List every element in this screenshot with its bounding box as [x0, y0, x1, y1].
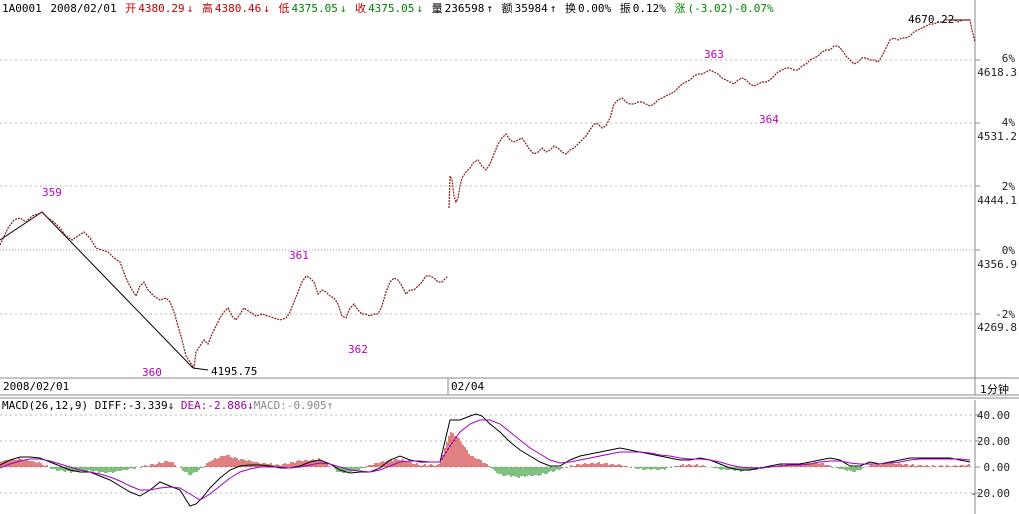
dea-label: DEA:: [180, 399, 208, 412]
close-value: 4375.05: [368, 2, 415, 15]
volume-value: 236598: [444, 2, 485, 15]
high-value: 4380.46: [214, 2, 262, 15]
macd-axis-label: -20.00: [970, 487, 1010, 500]
low-value: 4375.05: [291, 2, 338, 15]
wave-label: 362: [348, 343, 368, 356]
amount-label: 额: [501, 2, 513, 15]
security-code: 1A0001: [2, 2, 42, 15]
low-annotation: 4195.75: [211, 365, 258, 378]
change-value: (-3.02)-0.07%: [687, 2, 774, 15]
high-annotation: 4670.22: [908, 13, 955, 26]
axis-pct-6: 6%: [1001, 52, 1015, 65]
macd-label: MACD:: [253, 399, 287, 412]
arrow-down-icon: ↓: [186, 2, 194, 15]
macd-axis-label: 0.00: [983, 461, 1011, 474]
volume-label: 量: [431, 2, 443, 15]
macd-histogram: [0, 432, 970, 478]
diff-value: -3.339: [127, 399, 168, 412]
wave-label: 363: [704, 48, 724, 61]
change-label: 涨: [674, 2, 686, 15]
arrow-down-icon: ↓: [167, 399, 175, 412]
macd-value: -0.905: [286, 399, 327, 412]
arrow-down-icon: ↓: [263, 2, 270, 15]
wave-label: 364: [759, 113, 779, 126]
arrow-up-icon: ↑: [549, 2, 557, 15]
axis-pct-4: 4%: [1001, 116, 1015, 129]
wave-line: [0, 211, 43, 241]
axis-pct-neg2: -2%: [995, 308, 1015, 321]
dea-value: -2.886: [207, 399, 248, 412]
open-value: 4380.29: [138, 2, 185, 15]
axis-price-4: 4356.9: [977, 258, 1017, 271]
macd-grid: [0, 414, 975, 494]
price-line-day2: [448, 19, 976, 209]
axis-pct-2: 2%: [1001, 180, 1015, 193]
date-mid: 02/04: [451, 380, 485, 393]
axis-price-5: 4269.8: [977, 321, 1017, 334]
arrow-down-icon: ↓: [247, 399, 254, 412]
low-label: 低: [278, 2, 290, 15]
period-selector[interactable]: 1分钟: [980, 383, 1009, 396]
axis-price-1: 4618.3: [977, 66, 1017, 79]
macd-axis-label: 20.00: [976, 435, 1010, 448]
axis-ticks: [975, 59, 980, 494]
arrow-up-icon: ↑: [486, 2, 494, 15]
amount-value: 35984: [514, 2, 548, 15]
diff-label: DIFF:: [94, 399, 128, 412]
wave-line: [192, 367, 209, 371]
wave-lines: [0, 19, 970, 371]
arrow-down-icon: ↓: [339, 2, 347, 15]
wave-label: 360: [142, 366, 162, 379]
price-grid: [0, 59, 975, 315]
turnover-label: 换: [565, 2, 577, 15]
quote-date: 2008/02/01: [50, 2, 117, 15]
wave-label: 359: [42, 186, 62, 199]
wave-line: [41, 211, 194, 369]
amplitude-label: 振: [619, 2, 631, 15]
macd-diff-line: [0, 413, 971, 507]
price-line-day1: [0, 211, 449, 370]
arrow-down-icon: ↓: [416, 2, 424, 15]
macd-dea-line: [0, 419, 971, 501]
wave-label: 361: [289, 249, 309, 262]
arrow-up-icon: ↑: [326, 399, 334, 412]
axis-price-2: 4531.2: [977, 130, 1017, 143]
macd-axis-label: 40.00: [976, 409, 1010, 422]
close-label: 收: [355, 2, 367, 15]
high-label: 高: [201, 2, 213, 15]
macd-title: MACD(26,12,9): [2, 399, 89, 412]
date-start: 2008/02/01: [3, 380, 70, 393]
open-label: 开: [125, 2, 137, 15]
axis-price-3: 4444.1: [977, 194, 1017, 207]
amplitude-value: 0.12%: [632, 2, 666, 15]
turnover-value: 0.00%: [578, 2, 612, 15]
macd-header: MACD(26,12,9) DIFF:-3.339↓ DEA:-2.886↓MA…: [2, 400, 333, 412]
axis-pct-0: 0%: [1001, 244, 1015, 257]
